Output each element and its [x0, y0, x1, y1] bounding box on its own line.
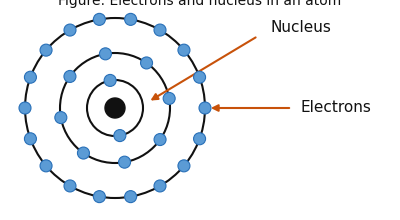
- Text: Figure: Electrons and nucleus in an atom: Figure: Electrons and nucleus in an atom: [58, 0, 342, 8]
- Circle shape: [24, 133, 36, 145]
- Circle shape: [154, 134, 166, 146]
- Circle shape: [154, 24, 166, 36]
- Circle shape: [93, 13, 105, 25]
- Circle shape: [140, 57, 152, 69]
- Circle shape: [125, 191, 137, 203]
- Circle shape: [78, 147, 90, 159]
- Circle shape: [64, 24, 76, 36]
- Circle shape: [40, 160, 52, 172]
- Circle shape: [24, 71, 36, 83]
- Circle shape: [64, 180, 76, 192]
- Circle shape: [154, 180, 166, 192]
- Circle shape: [100, 48, 112, 60]
- Text: Electrons: Electrons: [300, 101, 371, 116]
- Circle shape: [125, 13, 137, 25]
- Circle shape: [55, 112, 67, 124]
- Circle shape: [178, 160, 190, 172]
- Circle shape: [19, 102, 31, 114]
- Circle shape: [194, 133, 206, 145]
- Circle shape: [118, 156, 130, 168]
- Circle shape: [199, 102, 211, 114]
- Circle shape: [105, 98, 125, 118]
- Circle shape: [93, 191, 105, 203]
- Circle shape: [178, 44, 190, 56]
- Circle shape: [104, 74, 116, 86]
- Circle shape: [40, 44, 52, 56]
- Circle shape: [163, 92, 175, 104]
- Circle shape: [114, 130, 126, 142]
- Text: Nucleus: Nucleus: [270, 20, 331, 35]
- Circle shape: [64, 70, 76, 82]
- Circle shape: [194, 71, 206, 83]
